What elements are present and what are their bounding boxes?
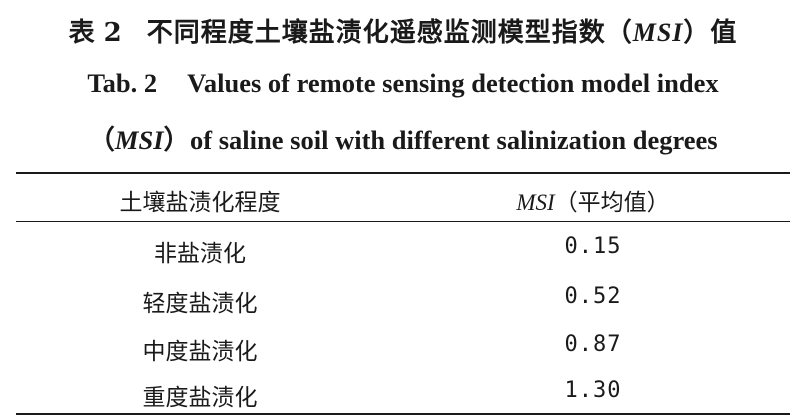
title-paren-open: （ [88,125,115,155]
table-title-english-line1: Tab. 2 Values of remote sensing detection… [0,68,806,99]
table-title-chinese: 表 2 不同程度土壤盐渍化遥感监测模型指数（MSI）值 [0,12,806,49]
row-degree-cell: 非盐渍化 [154,241,246,267]
row-msi-cell: 1.30 [564,378,622,403]
table-title-suffix: ）值 [683,18,738,48]
table-header-rule [16,221,790,222]
column-header-msi-label: （平均值） [554,190,670,216]
table-number: 2 [103,18,123,48]
table-title-english-line2: （MSI）of saline soil with different salin… [0,118,806,157]
table-label-english: Tab. 2 [87,68,158,98]
column-header-msi: MSI（平均值） [516,183,669,217]
row-msi-cell: 0.87 [564,332,622,357]
row-degree-cell: 轻度盐渍化 [142,291,258,317]
table-title-english-text1: Values of remote sensing detection model… [187,68,719,98]
column-header-salinization-degree: 土壤盐渍化程度 [119,190,281,216]
row-degree-cell: 中度盐渍化 [142,339,258,365]
table-title-english-text2: ）of saline soil with different salinizat… [163,125,718,155]
row-msi-cell: 0.15 [564,234,622,259]
row-msi-cell: 0.52 [564,284,622,309]
table-title-abbr: MSI [632,18,684,47]
table-label-prefix: 表 [68,18,96,48]
row-degree-cell: 重度盐渍化 [142,385,258,411]
table-title-text: 不同程度土壤盐渍化遥感监测模型指数（ [146,18,633,48]
table-top-rule [16,172,790,174]
table-bottom-rule [16,413,790,415]
column-header-msi-abbr: MSI [516,190,555,215]
table-title-english-abbr: MSI [114,125,164,155]
